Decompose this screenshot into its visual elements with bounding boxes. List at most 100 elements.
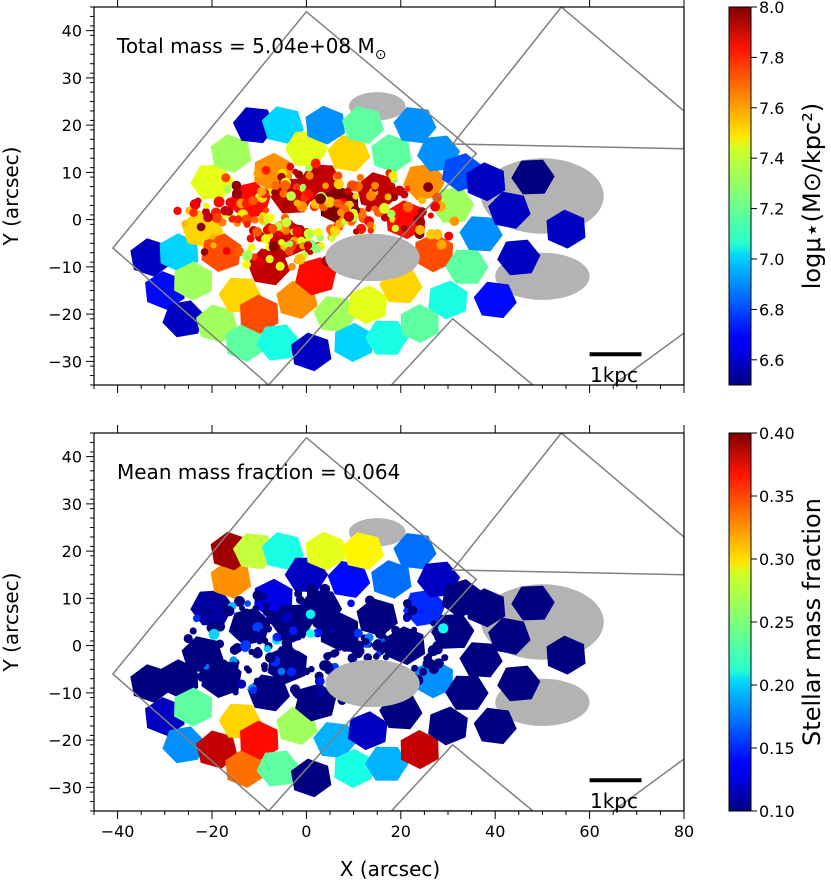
top-voronoi-bin xyxy=(342,106,385,144)
bottom-voronoi-bin xyxy=(295,683,337,722)
bottom-voronoi-bin xyxy=(162,726,205,764)
top-small-bin xyxy=(202,202,210,209)
bottom-small-bin xyxy=(411,664,419,672)
bottom-small-bin xyxy=(261,665,268,673)
bottom-small-bin xyxy=(367,614,377,623)
bottom-small-bin xyxy=(197,671,207,682)
top-small-bin xyxy=(231,188,243,199)
top-voronoi-bin xyxy=(348,285,388,325)
top-small-bin xyxy=(286,162,295,171)
bottom-small-bin xyxy=(403,641,412,650)
bottom-small-bin xyxy=(354,640,365,651)
top-small-bin xyxy=(275,261,285,271)
top-y-tick-label: 0 xyxy=(72,211,82,230)
top-small-bin xyxy=(444,231,454,241)
top-small-bin xyxy=(384,193,392,201)
top-y-tick-label: 20 xyxy=(62,116,82,135)
top-small-bin xyxy=(225,197,236,208)
bottom-small-bin xyxy=(339,640,351,652)
top-voronoi-bin xyxy=(488,191,531,229)
bottom-small-bin xyxy=(363,653,373,662)
top-small-bin xyxy=(271,180,281,190)
top-field-outline xyxy=(390,317,535,385)
top-colorbar-label: logμ⋆(M⊙/kpc²) xyxy=(798,103,826,289)
top-small-bin xyxy=(257,186,267,197)
bottom-voronoi-bin xyxy=(261,532,304,570)
bottom-x-tick-label: 20 xyxy=(391,822,411,841)
top-small-bin xyxy=(272,194,281,202)
top-colorbar-tick-label: 7.0 xyxy=(759,250,784,269)
top-small-bin xyxy=(427,212,434,219)
top-voronoi-bin xyxy=(473,281,517,319)
top-voronoi-bin xyxy=(403,163,446,201)
bottom-small-bin xyxy=(234,595,245,607)
top-y-tick-label: 40 xyxy=(62,22,82,41)
bottom-small-bin xyxy=(262,608,271,617)
bottom-annotation: Mean mass fraction = 0.064 xyxy=(117,460,400,484)
bottom-small-bin xyxy=(423,656,434,667)
bottom-voronoi-bin xyxy=(511,585,555,621)
top-map-layer xyxy=(111,7,684,385)
bottom-voronoi-bin xyxy=(459,642,503,678)
bottom-y-tick-label: −30 xyxy=(48,778,82,797)
top-small-bin xyxy=(248,195,258,206)
bottom-small-bin xyxy=(402,614,411,623)
bottom-small-bin xyxy=(268,616,278,625)
top-small-bin xyxy=(210,242,217,249)
top-small-bin xyxy=(292,168,299,175)
top-small-bin xyxy=(286,240,294,247)
top-voronoi-bin xyxy=(174,261,213,301)
top-small-bin xyxy=(417,207,427,217)
bottom-small-bin xyxy=(256,681,266,691)
bottom-colorbar-tick-label: 0.15 xyxy=(759,739,795,758)
bottom-small-bin xyxy=(434,633,443,642)
top-small-bin xyxy=(402,201,414,213)
top-y-tick-label: −20 xyxy=(48,305,82,324)
top-small-bin xyxy=(371,181,379,190)
top-voronoi-bin xyxy=(261,106,304,144)
top-y-tick-label: 10 xyxy=(62,163,82,182)
top-small-bin xyxy=(313,227,323,237)
bottom-small-bin xyxy=(380,641,389,650)
bottom-colorbar-tick-label: 0.40 xyxy=(759,424,795,443)
bottom-voronoi-bin xyxy=(240,720,279,760)
bottom-voronoi-bin xyxy=(466,588,506,628)
top-small-bin xyxy=(303,241,313,250)
bottom-small-bin xyxy=(346,619,357,630)
top-small-bin xyxy=(224,207,234,216)
bottom-voronoi-bin xyxy=(305,531,345,571)
bottom-small-bin xyxy=(240,640,252,651)
top-small-bin xyxy=(366,190,377,201)
bottom-small-bin xyxy=(215,621,226,632)
top-small-bin xyxy=(221,173,231,183)
bottom-small-bin xyxy=(289,684,301,695)
bottom-small-bin xyxy=(411,626,418,633)
bottom-colorbar xyxy=(728,432,752,812)
bottom-small-bin xyxy=(263,602,271,609)
bottom-voronoi-bin xyxy=(348,711,388,751)
top-y-tick-label: −10 xyxy=(48,258,82,277)
bottom-small-bin xyxy=(347,599,355,608)
top-small-bin xyxy=(352,228,360,235)
panel-top: −30 −20 −10 0 10 20 30 40 Total mass = 5.04e+08… xyxy=(0,0,826,393)
bottom-small-bin xyxy=(306,603,314,612)
top-small-bin xyxy=(281,217,292,228)
top-small-bin xyxy=(189,208,198,217)
bottom-small-bin xyxy=(363,638,370,645)
bottom-small-bin xyxy=(308,665,315,673)
top-voronoi-bin xyxy=(371,134,412,173)
top-voronoi-bin xyxy=(400,304,439,344)
bottom-voronoi-bin xyxy=(364,746,409,781)
bottom-small-bin xyxy=(252,604,260,612)
top-small-bin xyxy=(181,220,189,227)
bottom-small-bin xyxy=(325,662,334,671)
top-small-bin xyxy=(294,253,306,265)
top-small-bin xyxy=(194,197,202,205)
top-voronoi-bin xyxy=(225,323,265,362)
bottom-small-bin xyxy=(316,688,325,697)
top-center-gap xyxy=(292,213,312,226)
bottom-colorbar-tick-label: 0.10 xyxy=(759,802,795,821)
bottom-x-tick-label: 40 xyxy=(485,822,505,841)
top-small-bin xyxy=(343,211,355,222)
